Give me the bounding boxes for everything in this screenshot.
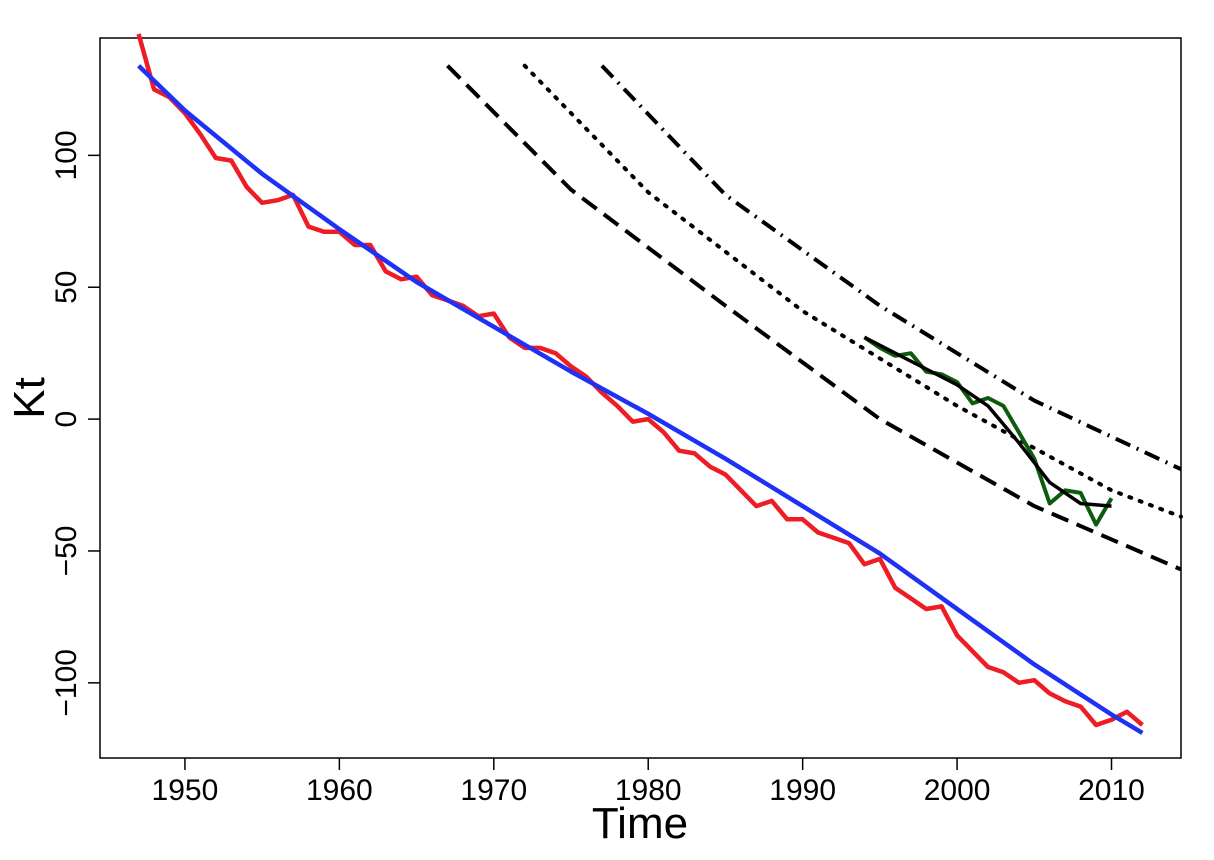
series-fitted-trend	[137, 64, 1144, 735]
series-forecast-1967	[446, 64, 1182, 572]
x-axis-title: Time	[592, 799, 688, 848]
x-tick-label-1990: 1990	[769, 774, 836, 807]
x-tick-label-1950: 1950	[152, 774, 219, 807]
series-green-observed	[863, 335, 1114, 527]
series-observed-kt	[136, 33, 1144, 728]
y-axis-title: Kt	[5, 377, 54, 419]
y-tick-label-0: 100	[50, 130, 83, 180]
x-tick-label-2010: 2010	[1078, 774, 1145, 807]
x-tick-label-2000: 2000	[924, 774, 991, 807]
y-axis: 100 50 0 −50 −100	[50, 130, 100, 717]
series-forecast-1972	[522, 63, 1183, 519]
series-smoothed-fit	[863, 335, 1112, 508]
series-layer	[136, 33, 1183, 735]
plot-frame	[99, 37, 1182, 759]
y-tick-label-4: −100	[50, 649, 83, 717]
x-tick-label-1980: 1980	[615, 774, 682, 807]
series-forecast-1977	[600, 64, 1182, 472]
x-tick-label-1960: 1960	[306, 774, 373, 807]
x-axis: 1950 1960 1970 1980 1990 2000 2010	[152, 758, 1145, 807]
y-tick-label-3: −50	[50, 526, 83, 577]
x-tick-label-1970: 1970	[460, 774, 527, 807]
y-tick-label-1: 50	[50, 271, 83, 304]
y-tick-label-2: 0	[50, 411, 83, 428]
